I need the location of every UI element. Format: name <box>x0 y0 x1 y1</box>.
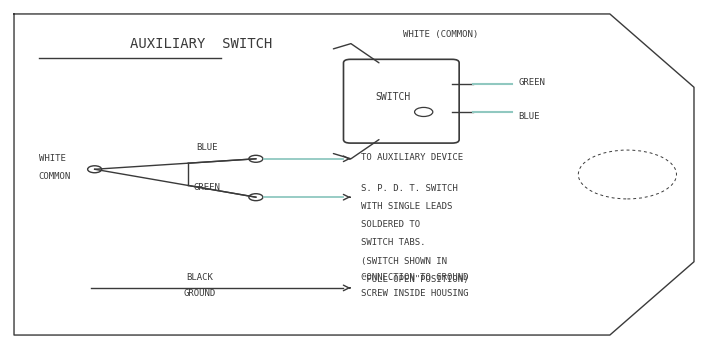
Text: COMMON: COMMON <box>39 172 71 181</box>
Text: SCREW INSIDE HOUSING: SCREW INSIDE HOUSING <box>361 289 468 298</box>
Text: "FULL-OPEN"POSITION): "FULL-OPEN"POSITION) <box>361 275 468 284</box>
Text: WHITE: WHITE <box>39 154 65 163</box>
Text: GROUND: GROUND <box>184 289 216 298</box>
Text: WHITE (COMMON): WHITE (COMMON) <box>403 30 478 39</box>
Text: BLUE: BLUE <box>196 143 217 152</box>
Text: BLACK: BLACK <box>186 273 213 282</box>
Text: SWITCH TABS.: SWITCH TABS. <box>361 238 426 247</box>
Text: S. P. D. T. SWITCH: S. P. D. T. SWITCH <box>361 184 458 193</box>
Text: (SWITCH SHOWN IN: (SWITCH SHOWN IN <box>361 257 447 266</box>
Text: AUXILIARY  SWITCH: AUXILIARY SWITCH <box>130 37 272 51</box>
FancyBboxPatch shape <box>343 59 459 143</box>
Text: TO AUXILIARY DEVICE: TO AUXILIARY DEVICE <box>361 153 463 162</box>
Text: SOLDERED TO: SOLDERED TO <box>361 220 420 229</box>
Text: CONNECTION TO GROUND: CONNECTION TO GROUND <box>361 273 468 282</box>
Text: SWITCH: SWITCH <box>376 92 411 102</box>
Text: WITH SINGLE LEADS: WITH SINGLE LEADS <box>361 202 452 211</box>
Text: GREEN: GREEN <box>193 183 220 192</box>
Text: BLUE: BLUE <box>519 112 540 121</box>
Text: GREEN: GREEN <box>519 77 545 87</box>
